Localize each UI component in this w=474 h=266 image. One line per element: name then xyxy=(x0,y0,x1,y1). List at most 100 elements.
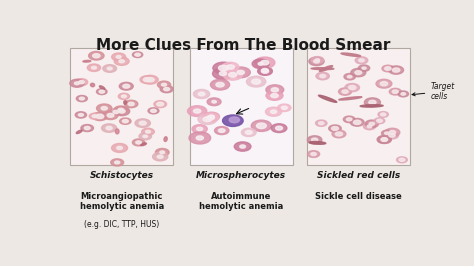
Circle shape xyxy=(198,114,217,124)
Circle shape xyxy=(193,89,210,98)
Circle shape xyxy=(114,107,130,116)
Circle shape xyxy=(382,130,392,136)
Circle shape xyxy=(376,79,392,88)
Circle shape xyxy=(197,127,203,131)
Circle shape xyxy=(157,155,163,158)
Circle shape xyxy=(142,128,155,135)
Circle shape xyxy=(154,101,166,108)
Circle shape xyxy=(97,104,112,113)
Circle shape xyxy=(146,130,150,133)
Circle shape xyxy=(262,69,269,73)
Circle shape xyxy=(271,124,287,132)
Circle shape xyxy=(344,73,356,80)
Circle shape xyxy=(128,102,134,106)
Circle shape xyxy=(212,68,233,79)
Circle shape xyxy=(132,139,145,146)
Circle shape xyxy=(241,128,256,136)
Circle shape xyxy=(79,81,84,84)
Circle shape xyxy=(223,115,243,126)
Circle shape xyxy=(278,104,291,111)
Circle shape xyxy=(118,93,129,99)
Circle shape xyxy=(381,113,386,116)
Circle shape xyxy=(369,122,374,125)
Circle shape xyxy=(228,73,237,77)
Circle shape xyxy=(142,75,158,84)
Circle shape xyxy=(151,109,156,113)
Circle shape xyxy=(157,81,171,88)
Circle shape xyxy=(118,109,125,113)
Ellipse shape xyxy=(100,86,105,89)
Circle shape xyxy=(70,79,84,87)
Circle shape xyxy=(351,68,366,77)
Circle shape xyxy=(316,120,327,126)
Circle shape xyxy=(336,132,343,136)
Circle shape xyxy=(117,146,122,149)
Circle shape xyxy=(215,127,229,135)
Circle shape xyxy=(76,95,87,102)
Circle shape xyxy=(81,124,93,132)
Circle shape xyxy=(316,72,329,80)
Circle shape xyxy=(96,114,104,119)
Circle shape xyxy=(399,158,405,161)
Circle shape xyxy=(359,59,364,62)
Circle shape xyxy=(345,84,359,92)
Circle shape xyxy=(198,92,205,96)
Bar xyxy=(307,48,410,165)
Circle shape xyxy=(311,152,316,156)
Bar xyxy=(70,48,173,165)
Ellipse shape xyxy=(360,105,383,107)
Circle shape xyxy=(118,108,124,111)
Circle shape xyxy=(378,111,388,117)
Text: Target
cells: Target cells xyxy=(412,82,455,101)
Circle shape xyxy=(389,66,403,74)
Circle shape xyxy=(308,151,319,157)
Circle shape xyxy=(315,59,319,61)
Circle shape xyxy=(385,128,400,136)
Ellipse shape xyxy=(309,142,326,144)
Circle shape xyxy=(213,62,234,74)
Text: Microspherocytes: Microspherocytes xyxy=(196,171,286,180)
Circle shape xyxy=(311,138,318,142)
Circle shape xyxy=(369,100,376,104)
Circle shape xyxy=(342,90,348,93)
Circle shape xyxy=(380,82,388,86)
Circle shape xyxy=(89,51,104,60)
Circle shape xyxy=(140,76,154,84)
Circle shape xyxy=(271,110,277,113)
Text: Sickle cell disease: Sickle cell disease xyxy=(315,192,402,201)
Circle shape xyxy=(188,106,207,117)
Circle shape xyxy=(111,143,128,152)
Circle shape xyxy=(246,131,252,134)
Circle shape xyxy=(219,65,228,71)
Circle shape xyxy=(338,88,352,95)
Text: Schistocytes: Schistocytes xyxy=(90,171,154,180)
Ellipse shape xyxy=(341,53,361,56)
Circle shape xyxy=(143,135,147,138)
Circle shape xyxy=(212,101,216,103)
Circle shape xyxy=(203,117,212,122)
Circle shape xyxy=(164,88,170,91)
Circle shape xyxy=(328,125,341,132)
Circle shape xyxy=(343,116,355,123)
Circle shape xyxy=(143,78,151,82)
Circle shape xyxy=(109,109,122,115)
Circle shape xyxy=(258,62,263,65)
Circle shape xyxy=(113,110,119,114)
Circle shape xyxy=(139,121,146,125)
Circle shape xyxy=(401,93,405,95)
Ellipse shape xyxy=(76,130,82,134)
Circle shape xyxy=(355,71,362,74)
Circle shape xyxy=(107,114,114,117)
Ellipse shape xyxy=(91,83,95,87)
Circle shape xyxy=(222,62,239,72)
Circle shape xyxy=(347,76,352,78)
Circle shape xyxy=(385,67,391,70)
Circle shape xyxy=(319,122,324,125)
Circle shape xyxy=(377,136,392,143)
Circle shape xyxy=(219,129,225,132)
Circle shape xyxy=(101,106,107,110)
Ellipse shape xyxy=(319,95,337,102)
Circle shape xyxy=(139,133,152,140)
Circle shape xyxy=(219,72,227,76)
Circle shape xyxy=(103,111,118,120)
